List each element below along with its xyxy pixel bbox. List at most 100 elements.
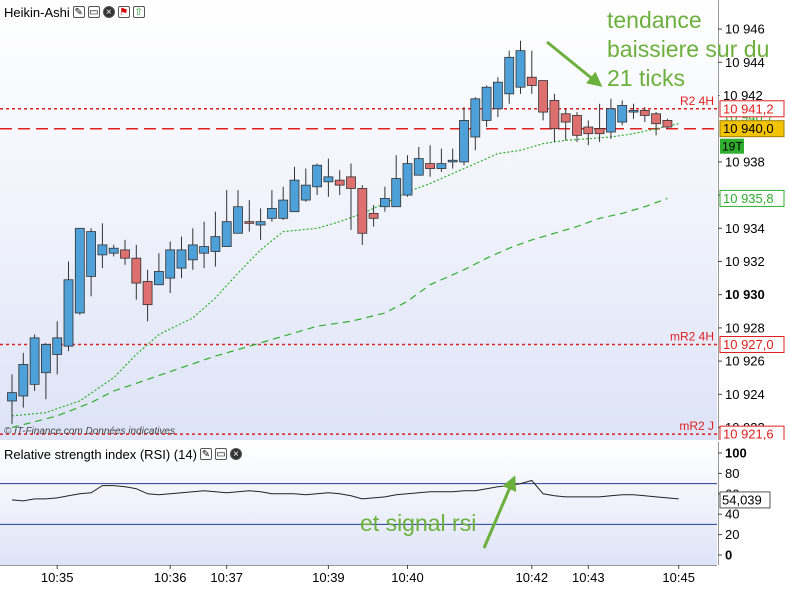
current-price-tag-bg [719,120,785,138]
ma-tag: 10 935,8 [723,191,774,206]
time-tick-label: 10:35 [41,570,74,585]
rsi-value-tag: 54,039 [722,492,762,507]
candle-body [97,244,108,256]
candle-body [526,76,537,86]
candle-body [504,56,515,95]
price-tick-label: 10 932 [725,254,765,269]
level-label: mR2 J [679,419,714,433]
candle-body [391,178,402,208]
rsi-value-bg [719,491,771,509]
candle-body [379,198,390,208]
flag-icon[interactable]: ⚑ [117,6,130,18]
level-tag-bg [719,425,785,440]
candle-body [594,128,605,135]
candle-body [255,221,266,226]
ma-slow-line [11,197,668,429]
level-tag: 10 941,2 [723,101,774,116]
candle-body [357,188,368,234]
up-arrow-icon[interactable]: ⇧ [132,6,145,18]
level-tag-bg [719,100,785,118]
time-tick-label: 10:40 [391,570,424,585]
candle-body [210,236,221,252]
candle-body [368,212,379,219]
candle-body [86,231,96,277]
level-label: R2 4H [680,94,714,108]
candle-body [346,176,356,189]
candle-body [413,158,424,176]
time-axis: 10:35 10:36 10:37 10:39 10:40 10:42 10:43 10:45 [0,565,789,592]
candle-body [131,257,142,284]
candle-body [515,50,526,88]
chart-title-bar: Heikin-Ashi ✎ ▭ × ⚑ ⇧ [4,3,145,21]
candle-body [108,247,119,254]
rsi-tick-label: 40 [725,507,739,522]
tick-count-tag: 19T [722,140,743,154]
candle-body [459,120,469,163]
candle-body [549,100,560,130]
annotation-line-1: tendance [607,7,702,33]
candle-body [244,221,255,224]
close-icon[interactable]: × [102,6,115,18]
candle-body [266,207,277,219]
time-tick-label: 10:45 [662,570,695,585]
tick-count-bg [720,138,744,154]
price-chart: R2 4H mR2 4H mR2 J [0,40,717,435]
level-tag: 10 927,0 [723,337,774,352]
candle-body [41,344,51,374]
copyright-notice: © IT-Finance.com Données indicatives [4,426,175,437]
candle-body [52,337,63,355]
candle-body [300,184,311,201]
ma-tag-bg [719,189,785,207]
candle-body [662,120,673,128]
wrench-icon[interactable]: ✎ [72,6,85,18]
window-icon[interactable]: ▭ [87,6,100,18]
candle-body [165,249,176,279]
candle-body [470,98,481,138]
time-tick-label: 10:42 [516,570,549,585]
candle-body [233,206,243,234]
level-tag: 10 921,6 [723,427,774,440]
candle-body [187,244,198,261]
candle-body [142,281,153,306]
candle-body [606,108,616,133]
time-tick-label: 10:39 [312,570,345,585]
candle-body [7,392,17,402]
candle-body [18,364,29,397]
annotation-line-3: 21 ticks [607,65,685,91]
candle-body [29,337,40,385]
price-tick-label: 10 946 [725,22,765,37]
annotation-rsi-note: et signal rsi [360,510,477,536]
candle-body [583,126,594,135]
rsi-tick-label: 0 [725,548,732,563]
candle-body [628,110,639,113]
candle-body [538,80,548,113]
candle-body [425,163,436,169]
candle-body [289,179,300,213]
chart-title: Heikin-Ashi [4,4,70,20]
price-tick-label: 10 934 [725,221,765,236]
candle-body [560,113,571,123]
rsi-wrench-icon[interactable]: ✎ [199,448,212,460]
rsi-tick-label: 100 [725,446,747,461]
candle-body [436,163,447,169]
rsi-line [11,479,679,502]
rsi-window-icon[interactable]: ▭ [214,448,227,460]
ma-fast-line [11,123,679,417]
price-tick-label: 10 930 [725,287,765,302]
rsi-close-icon[interactable]: × [229,448,242,460]
rsi-title: Relative strength index (RSI) (14) [4,446,197,462]
candle-body [639,110,650,116]
candle-body [63,279,74,347]
candle-body [199,246,210,254]
rsi-chart [0,479,717,525]
time-tick-label: 10:36 [154,570,187,585]
candle-body [617,105,628,123]
price-tick-label: 10 924 [725,387,765,402]
price-tick-label: 10 938 [725,154,765,169]
level-label: mR2 4H [670,330,714,344]
rsi-panel[interactable]: Relative strength index (RSI) (14) ✎ ▭ × [0,442,717,565]
time-tick-label: 10:37 [210,570,243,585]
